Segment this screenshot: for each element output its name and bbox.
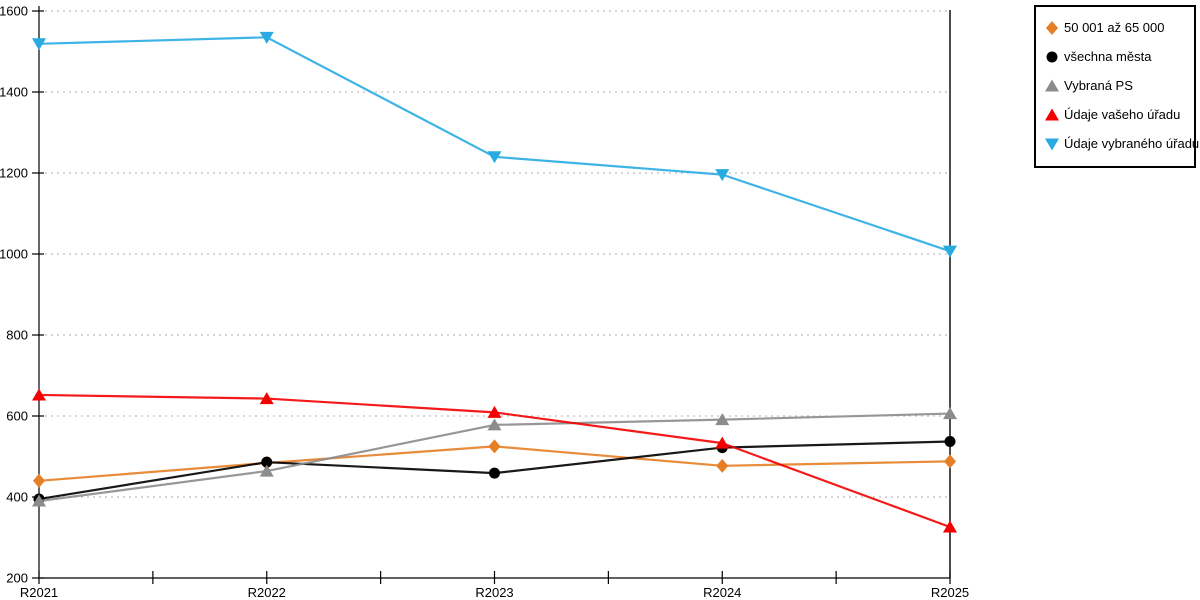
data-point-triangle-up [943,520,957,533]
legend-label: Údaje vašeho úřadu [1064,107,1181,122]
y-tick-label: 1400 [0,85,28,100]
data-point-circle [489,467,500,479]
legend-label: 50 001 až 65 000 [1064,20,1165,35]
x-tick-label: R2021 [20,585,58,600]
legend-item: všechna města [1044,42,1186,71]
data-point-triangle-down [715,169,730,182]
legend-item: 50 001 až 65 000 [1044,13,1186,42]
triangle-up-icon [1044,79,1060,93]
y-tick-label: 1200 [0,166,28,181]
data-point-triangle-down [32,38,46,51]
legend-item: Údaje vašeho úřadu [1044,100,1186,129]
y-tick-label: 400 [6,490,28,505]
data-point-triangle-up [259,392,274,405]
x-tick-label: R2022 [248,585,286,600]
triangle-up-icon [1044,108,1060,122]
data-point-diamond [33,473,45,488]
legend-item: Údaje vybraného úřadu [1044,129,1199,158]
data-point-triangle-up [32,494,46,507]
line-chart: 200 400 600 800 1000 1200 1400 1600 R2021 R2022 R2… [0,4,969,600]
x-tick-label: R2023 [475,585,513,600]
x-tick-label: R2024 [703,585,741,600]
data-point-triangle-down [487,151,502,164]
x-tick-label: R2025 [931,585,969,600]
data-point-triangle-up [715,413,730,426]
data-point-circle [944,436,956,448]
data-point-triangle-up [259,464,274,477]
data-point-diamond [488,439,501,454]
y-tick-label: 800 [6,328,28,343]
data-point-triangle-up [487,418,502,431]
legend: 50 001 až 65 000 všechna města Vybraná P… [1034,5,1199,168]
y-tick-label: 1600 [0,4,28,19]
triangle-down-icon [1044,137,1060,151]
legend-label: Údaje vybraného úřadu [1064,136,1200,151]
legend-label: Vybraná PS [1064,78,1133,93]
data-point-triangle-down [259,31,274,44]
data-point-triangle-up [943,407,957,420]
y-tick-label: 1000 [0,247,28,262]
legend-item: Vybraná PS [1044,71,1186,100]
data-point-diamond [944,454,956,469]
y-tick-label: 600 [6,409,28,424]
y-tick-label: 200 [6,571,28,586]
circle-icon [1044,50,1060,64]
data-point-triangle-up [487,405,502,418]
legend-label: všechna města [1064,49,1152,64]
series-line-4 [38,36,951,253]
data-point-triangle-down [943,245,957,258]
diamond-icon [1044,20,1060,35]
data-point-triangle-up [715,436,730,449]
data-point-triangle-up [32,388,46,401]
data-point-diamond [716,458,729,473]
data-point-circle [261,456,273,468]
